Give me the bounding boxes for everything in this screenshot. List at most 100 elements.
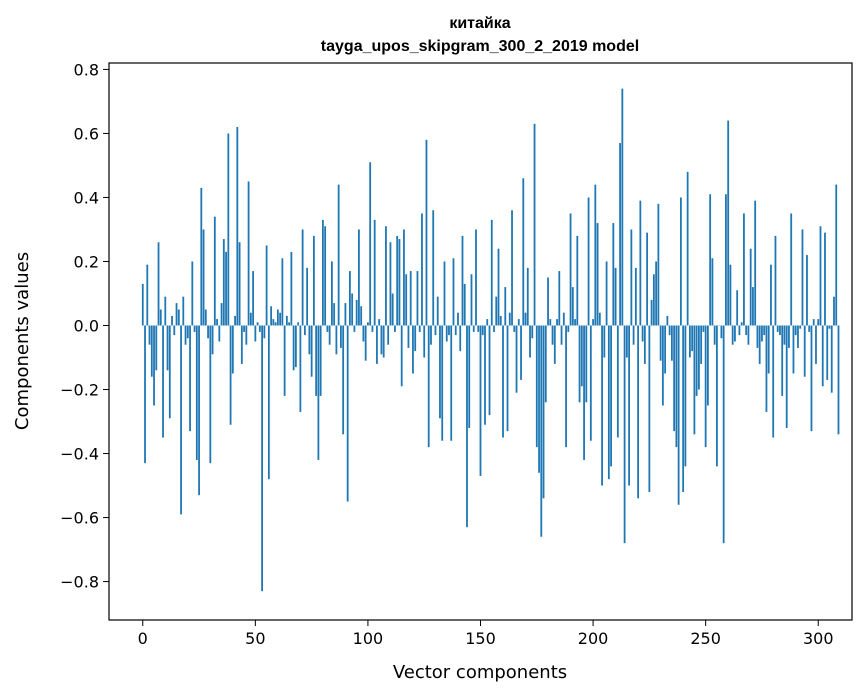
bar-component-240: [682, 325, 685, 492]
bar-component-157: [495, 296, 498, 326]
bar-component-276: [763, 325, 766, 336]
bar-component-233: [666, 315, 669, 326]
bar-component-288: [790, 213, 793, 326]
bar-component-12: [168, 325, 171, 419]
bar-component-21: [189, 325, 191, 432]
bar-component-303: [824, 232, 826, 326]
bar-component-106: [380, 325, 383, 355]
bar-component-96: [358, 229, 360, 326]
bars-group: [141, 88, 840, 592]
bar-component-182: [551, 325, 554, 345]
bar-component-274: [758, 325, 761, 364]
bar-component-162: [506, 325, 509, 432]
bar-component-18: [182, 296, 185, 326]
bar-component-51: [256, 322, 259, 326]
bar-component-107: [382, 325, 385, 358]
bar-component-206: [605, 261, 608, 326]
bar-component-290: [794, 325, 797, 336]
bar-component-273: [756, 325, 759, 348]
bar-component-174: [533, 123, 536, 326]
bar-component-83: [328, 325, 331, 345]
x-tick-label: 200: [578, 629, 609, 648]
bar-component-291: [797, 325, 799, 348]
bar-component-257: [720, 325, 723, 339]
bar-component-286: [785, 325, 788, 428]
bar-component-35: [220, 303, 223, 326]
bar-component-217: [630, 229, 633, 326]
bar-component-155: [490, 219, 493, 326]
bar-component-138: [452, 258, 455, 326]
bar-component-141: [459, 325, 462, 352]
bar-component-132: [439, 325, 441, 419]
bar-component-42: [236, 127, 239, 326]
bar-component-87: [337, 184, 340, 326]
bar-component-91: [346, 325, 349, 502]
bar-component-231: [661, 325, 664, 406]
bar-component-111: [391, 293, 394, 326]
bar-component-159: [499, 315, 502, 326]
bar-component-119: [409, 271, 412, 326]
bar-component-232: [664, 325, 667, 374]
bar-component-152: [484, 325, 486, 425]
bar-component-295: [806, 255, 808, 326]
bar-component-197: [585, 325, 588, 403]
bar-component-126: [425, 139, 428, 326]
bar-component-78: [317, 325, 320, 460]
bar-component-214: [623, 325, 626, 544]
y-axis-label: Components values: [12, 252, 33, 430]
bar-component-163: [508, 312, 511, 326]
bar-component-299: [815, 325, 817, 364]
bar-component-254: [713, 325, 716, 345]
bar-component-293: [801, 229, 804, 326]
bar-component-246: [695, 325, 698, 396]
chart-title: китайка: [449, 15, 510, 32]
bar-component-151: [481, 325, 484, 336]
bar-component-0: [141, 283, 144, 326]
bar-component-74: [308, 325, 311, 355]
bar-component-183: [553, 325, 556, 364]
bar-component-268: [745, 325, 748, 336]
bar-component-200: [592, 319, 594, 326]
bar-component-13: [171, 315, 173, 326]
bar-component-263: [734, 325, 736, 342]
bar-component-191: [571, 287, 574, 326]
bar-component-248: [700, 325, 703, 364]
bar-component-73: [306, 267, 309, 326]
bar-component-215: [625, 325, 628, 358]
bar-component-56: [267, 325, 270, 480]
bar-component-5: [153, 325, 155, 406]
bar-component-37: [225, 251, 227, 326]
bar-component-90: [344, 303, 347, 326]
bar-component-284: [781, 325, 784, 396]
bar-component-265: [738, 325, 741, 336]
bar-component-19: [184, 325, 187, 345]
bar-component-297: [810, 325, 813, 432]
bar-component-249: [702, 325, 705, 332]
bar-component-95: [355, 299, 358, 326]
bar-component-81: [324, 226, 327, 326]
bar-component-124: [421, 213, 423, 326]
bar-component-251: [707, 325, 709, 406]
bar-component-72: [303, 325, 306, 336]
bar-component-269: [747, 325, 750, 345]
bar-component-209: [612, 223, 615, 326]
bar-component-227: [652, 274, 655, 326]
x-tick-label: 100: [353, 629, 384, 648]
bar-component-244: [691, 325, 694, 352]
bar-component-301: [819, 226, 822, 326]
bar-component-176: [538, 325, 540, 473]
bar-component-64: [285, 315, 288, 326]
bar-component-149: [477, 325, 480, 332]
bar-component-179: [544, 325, 547, 403]
bar-component-67: [292, 325, 295, 371]
bar-component-198: [587, 197, 590, 326]
bar-component-57: [270, 306, 273, 326]
bar-component-305: [828, 325, 831, 329]
bar-component-112: [394, 325, 396, 332]
bar-component-247: [698, 325, 700, 390]
bar-component-271: [752, 287, 754, 326]
bar-component-189: [567, 325, 570, 332]
bar-component-221: [639, 200, 642, 326]
y-tick-label: −0.8: [60, 573, 99, 592]
bar-component-33: [216, 319, 218, 326]
